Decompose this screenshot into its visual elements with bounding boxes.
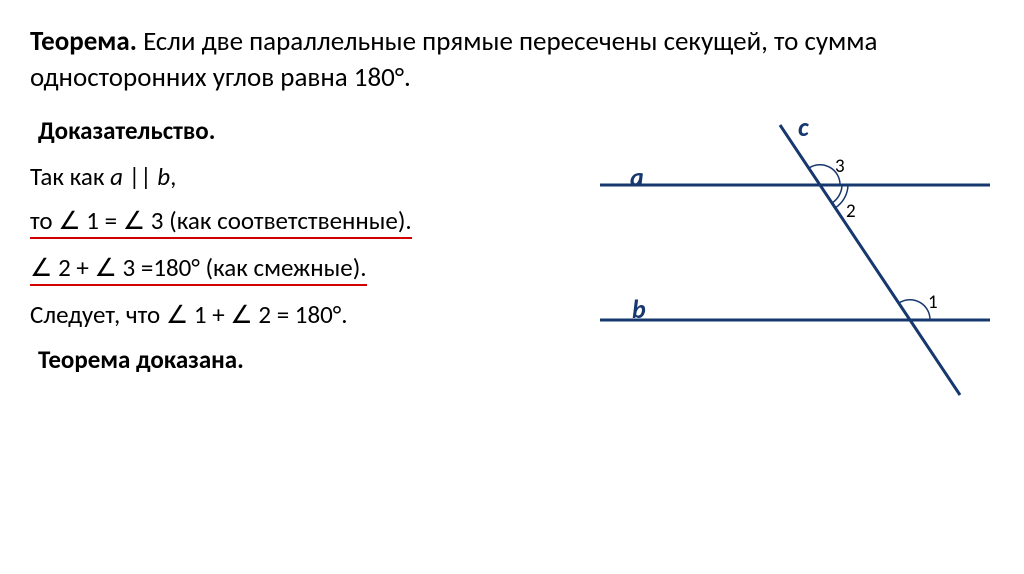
- theorem-statement: Теорема. Если две параллельные прямые пе…: [30, 24, 994, 97]
- diagram-svg: [570, 115, 1000, 415]
- label-b: b: [632, 293, 646, 325]
- proof-line-2-text: то ∠ 1 = ∠ 3 (как соответственные).: [30, 206, 412, 239]
- label-c: c: [798, 111, 809, 143]
- proof-section: Доказательство. Так как a || b, то ∠ 1 =…: [30, 115, 994, 415]
- geometry-diagram: a b c 3 2 1: [570, 115, 994, 415]
- angle-2-arc-1: [832, 185, 842, 203]
- theorem-label: Теорема.: [30, 25, 137, 58]
- label-angle-3: 3: [835, 155, 845, 178]
- proof-line-3: ∠ 2 + ∠ 3 =180° (как смежные).: [30, 253, 570, 286]
- proof-line-1e: ,: [170, 161, 176, 192]
- label-a: a: [630, 161, 644, 193]
- label-angle-1: 1: [928, 291, 938, 314]
- proof-line-3-text: ∠ 2 + ∠ 3 =180° (как смежные).: [30, 253, 367, 286]
- proof-text-column: Доказательство. Так как a || b, то ∠ 1 =…: [30, 115, 570, 375]
- proof-line-2: то ∠ 1 = ∠ 3 (как соответственные).: [30, 206, 570, 239]
- label-angle-2: 2: [846, 200, 856, 223]
- proof-line-1b: a: [110, 161, 123, 192]
- proof-line-1d: b: [157, 161, 170, 192]
- theorem-text: Если две параллельные прямые пересечены …: [30, 25, 877, 94]
- proof-line-1a: Так как: [30, 161, 110, 192]
- proof-line-1c: ||: [123, 161, 157, 192]
- proof-title: Доказательство.: [38, 115, 570, 146]
- proof-end: Теорема доказана.: [38, 344, 570, 375]
- proof-line-4: Следует, что ∠ 1 + ∠ 2 = 180°.: [30, 300, 570, 330]
- line-c: [780, 125, 960, 395]
- proof-line-1: Так как a || b,: [30, 162, 570, 192]
